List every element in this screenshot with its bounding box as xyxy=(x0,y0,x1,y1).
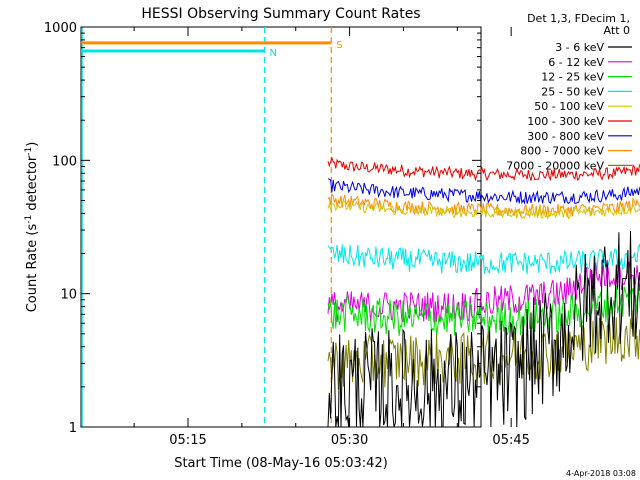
flag-label: S xyxy=(336,40,342,51)
vertical-markers xyxy=(81,27,332,427)
chart-title: HESSI Observing Summary Count Rates xyxy=(141,6,420,22)
series-line xyxy=(327,259,640,323)
series-line xyxy=(327,230,640,428)
y-tick-label: 1000 xyxy=(44,21,77,36)
flag-label: N xyxy=(269,48,276,59)
legend-entry-label: 3 - 6 keV xyxy=(555,41,604,54)
x-tick-label: 05:15 xyxy=(169,433,206,448)
legend-entry-label: 7000 - 20000 keV xyxy=(506,159,604,172)
x-tick-label: 05:45 xyxy=(492,433,529,448)
series-line xyxy=(327,178,640,205)
legend-entry-label: 6 - 12 keV xyxy=(548,56,604,69)
y-tick-label: 100 xyxy=(52,154,77,169)
x-axis-label: Start Time (08-May-16 05:03:42) xyxy=(174,456,388,471)
legend-header: Att 0 xyxy=(604,24,630,37)
series-group xyxy=(327,156,640,428)
flag-lines: NS xyxy=(81,40,343,59)
series-line xyxy=(327,285,640,338)
series-line xyxy=(327,156,640,182)
legend-entry-label: 50 - 100 keV xyxy=(534,100,604,113)
y-axis-label: Count Rate (s-1 detector-1) xyxy=(24,142,40,313)
y-tick-label: 1 xyxy=(69,421,77,436)
plot-frame xyxy=(80,26,482,428)
y-tick-label: 10 xyxy=(60,288,77,303)
legend-entry-label: 12 - 25 keV xyxy=(541,71,604,84)
footer-date: 4-Apr-2018 03:08 xyxy=(566,469,636,478)
legend-header: Det 1,3, FDecim 1, xyxy=(527,12,630,25)
legend: Det 1,3, FDecim 1,Att 03 - 6 keV 6 - 12 k… xyxy=(506,12,632,172)
legend-entry-label: 25 - 50 keV xyxy=(541,85,604,98)
series-line xyxy=(327,243,640,275)
legend-entry-label: 800 - 7000 keV xyxy=(520,145,604,158)
series-line xyxy=(327,200,640,220)
x-tick-label: 05:30 xyxy=(331,433,368,448)
y-axis: 1 10 100 1000 xyxy=(44,21,481,436)
legend-entry-label: 100 - 300 keV xyxy=(527,115,604,128)
legend-entry-label: 300 - 800 keV xyxy=(527,130,604,143)
